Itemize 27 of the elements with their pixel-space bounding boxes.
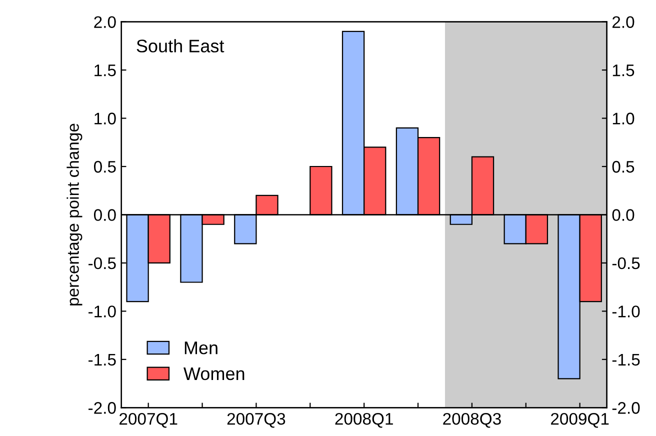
y-tick-label: 1.0 [94,112,116,124]
y-tick-label: 2.0 [94,16,116,28]
x-tick-label: 2007Q3 [227,412,286,428]
x-tick-label: 2007Q1 [120,412,178,428]
y-tick-label: 0.5 [94,160,116,173]
x-tick-label: 2008Q3 [443,412,501,428]
y-tick-label: 0.0 [94,209,116,221]
y-axis-title: percentage point change [66,124,82,306]
y2-tick-label: 2.0 [612,16,634,28]
y-tick-label: -0.5 [88,257,116,270]
y-tick-label: -1.0 [88,306,116,318]
y2-tick-label: -2.0 [612,402,640,414]
x-tick-label: 2009Q1 [551,412,609,428]
y2-tick-label: -1.5 [612,354,640,366]
y-tick-label: 1.5 [94,64,116,76]
y2-tick-label: 0.5 [612,160,634,173]
legend-label: Men [184,342,218,354]
y2-tick-label: -1.0 [612,306,640,318]
x-tick-label: 2008Q1 [335,412,393,428]
legend-label: Women [184,368,244,380]
y2-tick-label: 1.5 [612,64,634,76]
y2-tick-label: 0.0 [612,209,634,221]
y-tick-label: -2.0 [88,402,116,414]
y2-tick-label: 1.0 [612,112,634,124]
y-tick-label: -1.5 [88,354,116,366]
annotation: South East [136,39,224,52]
y2-tick-label: -0.5 [612,257,640,270]
